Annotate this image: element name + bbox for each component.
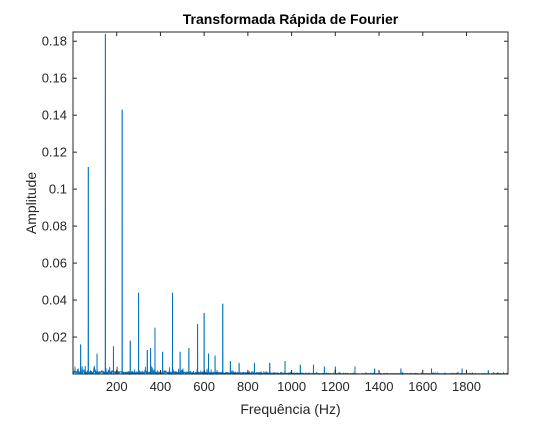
y-tick-label: 0.12: [42, 145, 67, 160]
x-tick-label: 1800: [452, 379, 481, 394]
x-axis-label: Frequência (Hz): [240, 401, 340, 417]
y-tick-label: 0.08: [42, 219, 67, 234]
y-tick-label: 0.04: [42, 293, 67, 308]
axes-box: [72, 31, 509, 375]
chart-title: Transformada Rápida de Fourier: [183, 11, 399, 27]
plot-area: [73, 32, 508, 374]
y-tick-label: 0.1: [49, 182, 67, 197]
x-tick-label: 1200: [321, 379, 350, 394]
y-axis-label: Amplitude: [23, 172, 39, 234]
x-tick-label: 1600: [408, 379, 437, 394]
y-tick-label: 0.06: [42, 256, 67, 271]
y-ticks: 0.02 0.04 0.06 0.08 0.1 0.12 0.14 0.16 0.18: [42, 34, 508, 345]
y-tick-label: 0.16: [42, 71, 67, 86]
x-tick-label: 600: [193, 379, 215, 394]
x-tick-label: 200: [106, 379, 128, 394]
x-tick-label: 800: [237, 379, 259, 394]
x-tick-label: 400: [150, 379, 172, 394]
x-ticks: 200 400 600 800 1000 1200 1400 1600 1800: [106, 32, 481, 394]
x-tick-label: 1400: [365, 379, 394, 394]
y-tick-label: 0.02: [42, 330, 67, 345]
x-tick-label: 1000: [277, 379, 306, 394]
y-tick-label: 0.18: [42, 34, 67, 49]
y-tick-label: 0.14: [42, 108, 67, 123]
